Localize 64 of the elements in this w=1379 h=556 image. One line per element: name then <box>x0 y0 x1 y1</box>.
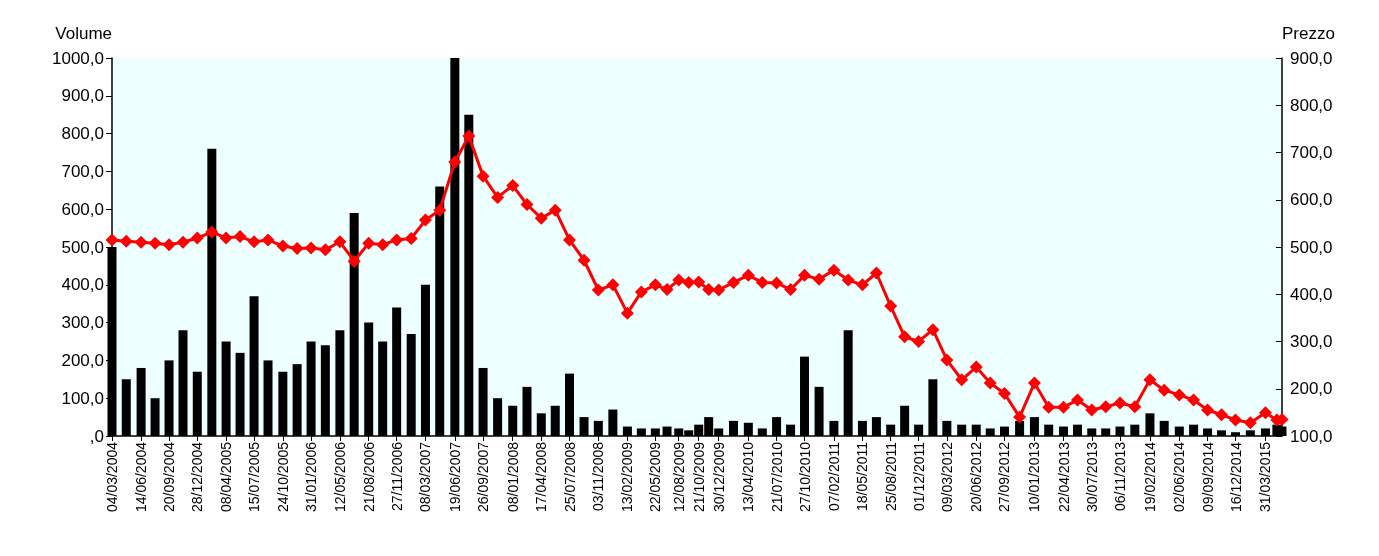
x-tick-label: 06/11/2013 <box>1111 441 1128 512</box>
x-tick-label: 13/02/2009 <box>619 441 636 513</box>
x-tick-label: 08/01/2008 <box>504 441 521 513</box>
x-tick-label: 22/05/2009 <box>647 441 664 513</box>
y2-axis-title: Prezzo <box>1282 24 1335 43</box>
y-tick-label: 500,0 <box>61 237 104 257</box>
y-tick-label: 200,0 <box>61 350 104 370</box>
x-tick-label: 25/07/2008 <box>561 441 578 513</box>
x-tick-label: 09/03/2012 <box>938 441 955 513</box>
y-tick-label: 800,0 <box>61 124 104 144</box>
x-tick-label: 19/06/2007 <box>446 441 463 513</box>
x-tick-label: 24/10/2005 <box>274 441 291 513</box>
x-tick-label: 08/03/2007 <box>417 441 434 513</box>
x-tick-label: 01/12/2011 <box>910 441 927 512</box>
y-tick-label: 1000,0 <box>52 48 104 68</box>
x-tick-label: 31/01/2006 <box>303 441 320 513</box>
y-tick-label: ,0 <box>89 426 104 446</box>
y-tick-label: 100,0 <box>61 388 104 408</box>
x-tick-label: 21/07/2010 <box>768 441 785 513</box>
y2-tick-label: 300,0 <box>1290 332 1333 351</box>
y-axis-title: Volume <box>55 24 112 43</box>
y-tick-label: 300,0 <box>61 313 104 333</box>
x-tick-label: 13/04/2010 <box>740 441 757 513</box>
x-tick-label: 18/05/2011 <box>854 441 871 512</box>
x-tick-label: 31/03/2015 <box>1257 441 1274 513</box>
x-tick-label: 09/09/2014 <box>1199 441 1216 513</box>
x-tick-label: 28/12/2004 <box>189 441 206 513</box>
y2-tick-label: 800,0 <box>1290 95 1333 115</box>
x-tick-label: 21/08/2006 <box>360 441 377 513</box>
y2-tick-label: 500,0 <box>1290 237 1333 257</box>
x-tick-label: 25/08/2011 <box>882 441 899 512</box>
x-tick-label: 08/04/2005 <box>218 441 235 513</box>
y-tick-label: 900,0 <box>61 86 104 106</box>
x-tick-label: 30/07/2013 <box>1083 441 1100 513</box>
x-tick-label: 27/11/2006 <box>388 441 405 512</box>
y2-tick-label: 400,0 <box>1290 284 1333 304</box>
y-tick-label: 400,0 <box>61 275 104 295</box>
x-tick-label: 14/06/2004 <box>133 441 150 513</box>
x-tick-label: 21/10/2009 <box>690 441 707 513</box>
x-tick-label: 15/07/2005 <box>246 441 263 513</box>
y2-tick-label: 100,0 <box>1290 426 1333 446</box>
x-tick-label: 03/11/2008 <box>590 441 607 512</box>
y2-tick-label: 200,0 <box>1290 379 1333 399</box>
x-tick-label: 26/09/2007 <box>475 441 492 513</box>
y-tick-label: 700,0 <box>61 161 104 181</box>
x-tick-label: 20/09/2004 <box>161 441 178 513</box>
y2-tick-label: 600,0 <box>1290 190 1333 210</box>
x-tick-label: 27/09/2012 <box>996 441 1013 513</box>
x-tick-label: 16/12/2014 <box>1227 441 1244 513</box>
y2-tick-label: 700,0 <box>1290 143 1333 162</box>
x-tick-label: 12/08/2009 <box>670 441 687 513</box>
x-tick-label: 04/03/2004 <box>104 441 120 513</box>
x-tick-label: 27/10/2010 <box>796 441 813 513</box>
x-tick-label: 19/02/2014 <box>1141 441 1158 513</box>
x-tick-label: 02/06/2014 <box>1171 441 1188 513</box>
x-tick-label: 22/04/2013 <box>1055 441 1072 513</box>
x-tick-label: 12/05/2006 <box>331 441 348 513</box>
x-tick-label: 30/12/2009 <box>710 441 727 513</box>
x-tick-label: 10/01/2013 <box>1026 441 1043 513</box>
x-tick-label: 17/04/2008 <box>533 441 550 513</box>
x-tick-label: 20/06/2012 <box>968 441 985 513</box>
y-tick-label: 600,0 <box>61 199 104 219</box>
x-tick-label: 07/02/2011 <box>825 441 842 512</box>
y2-tick-label: 900,0 <box>1290 48 1333 68</box>
